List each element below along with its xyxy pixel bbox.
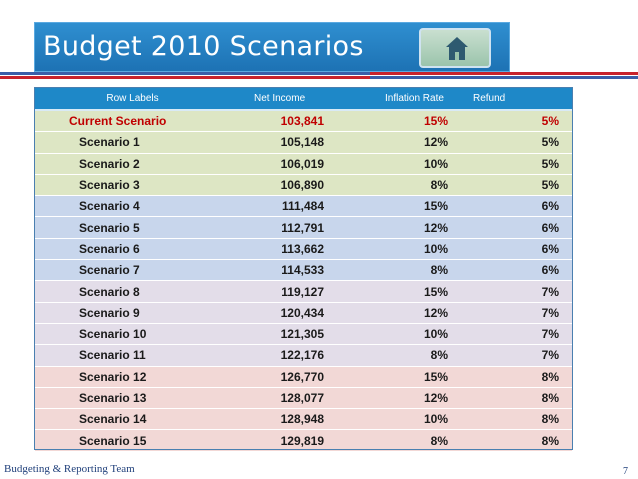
refund-cell: 5% (463, 110, 572, 133)
table-row: Scenario 10 121,305 10% 7% (35, 323, 572, 346)
refund-cell: 6% (463, 216, 572, 239)
row-label: Scenario 6 (35, 238, 230, 261)
refund-cell: 8% (463, 387, 572, 410)
net-income-cell: 114,533 (230, 259, 340, 282)
table-row: Scenario 11 122,176 8% 7% (35, 344, 572, 367)
inflation-rate-cell: 8% (340, 429, 463, 452)
refund-cell: 7% (463, 323, 572, 346)
net-income-cell: 106,019 (230, 153, 340, 175)
net-income-cell: 113,662 (230, 238, 340, 261)
inflation-rate-cell: 12% (340, 216, 463, 239)
row-label: Current Scenario (35, 110, 230, 133)
table-row: Scenario 4 111,484 15% 6% (35, 195, 572, 218)
header-row-labels: Row Labels (35, 88, 230, 111)
refund-cell: 7% (463, 302, 572, 324)
page-number: 7 (623, 466, 628, 477)
table-row: Scenario 14 128,948 10% 8% (35, 408, 572, 431)
inflation-rate-cell: 10% (340, 408, 463, 431)
row-label: Scenario 12 (35, 366, 230, 388)
refund-cell: 5% (463, 131, 572, 154)
footer-team: Budgeting & Reporting Team (4, 463, 135, 475)
row-label: Scenario 2 (35, 153, 230, 175)
row-label: Scenario 14 (35, 408, 230, 431)
title-bar: Budget 2010 Scenarios (34, 22, 510, 72)
table-header-row: Row Labels Net Income Inflation Rate Ref… (35, 88, 572, 111)
row-label: Scenario 4 (35, 195, 230, 218)
net-income-cell: 111,484 (230, 195, 340, 218)
row-label: Scenario 13 (35, 387, 230, 410)
table-row: Scenario 15 129,819 8% 8% (35, 429, 572, 452)
row-label: Scenario 5 (35, 216, 230, 239)
home-icon (446, 37, 468, 60)
row-label: Scenario 8 (35, 280, 230, 303)
refund-cell: 6% (463, 238, 572, 261)
inflation-rate-cell: 10% (340, 323, 463, 346)
table-row: Scenario 5 112,791 12% 6% (35, 216, 572, 239)
net-income-cell: 126,770 (230, 366, 340, 388)
net-income-cell: 105,148 (230, 131, 340, 154)
inflation-rate-cell: 10% (340, 153, 463, 175)
table-row: Scenario 9 120,434 12% 7% (35, 302, 572, 324)
home-button[interactable] (419, 28, 491, 68)
header-stripes (0, 72, 638, 80)
table-row: Scenario 2 106,019 10% 5% (35, 153, 572, 175)
net-income-cell: 103,841 (230, 110, 340, 133)
table-row: Scenario 8 119,127 15% 7% (35, 280, 572, 303)
scenario-table: Row Labels Net Income Inflation Rate Ref… (35, 88, 572, 452)
refund-cell: 6% (463, 259, 572, 282)
row-label: Scenario 10 (35, 323, 230, 346)
table-row: Scenario 1 105,148 12% 5% (35, 131, 572, 154)
refund-cell: 8% (463, 429, 572, 452)
inflation-rate-cell: 15% (340, 110, 463, 133)
refund-cell: 5% (463, 153, 572, 175)
table-row: Scenario 3 106,890 8% 5% (35, 174, 572, 197)
inflation-rate-cell: 8% (340, 259, 463, 282)
header-refund: Refund (463, 88, 572, 111)
net-income-cell: 122,176 (230, 344, 340, 367)
row-label: Scenario 9 (35, 302, 230, 324)
refund-cell: 7% (463, 280, 572, 303)
table-body: Current Scenario 103,841 15% 5% Scenario 1 10… (35, 110, 572, 452)
net-income-cell: 112,791 (230, 216, 340, 239)
net-income-cell: 119,127 (230, 280, 340, 303)
net-income-cell: 129,819 (230, 429, 340, 452)
row-label: Scenario 3 (35, 174, 230, 197)
net-income-cell: 121,305 (230, 323, 340, 346)
table-row: Scenario 7 114,533 8% 6% (35, 259, 572, 282)
table-row-current: Current Scenario 103,841 15% 5% (35, 110, 572, 133)
net-income-cell: 128,948 (230, 408, 340, 431)
slide-title: Budget 2010 Scenarios (43, 31, 364, 62)
inflation-rate-cell: 12% (340, 131, 463, 154)
table-row: Scenario 12 126,770 15% 8% (35, 366, 572, 388)
inflation-rate-cell: 15% (340, 366, 463, 388)
refund-cell: 5% (463, 174, 572, 197)
row-label: Scenario 15 (35, 429, 230, 452)
inflation-rate-cell: 12% (340, 387, 463, 410)
refund-cell: 8% (463, 366, 572, 388)
header-inflation-rate: Inflation Rate (340, 88, 463, 111)
refund-cell: 6% (463, 195, 572, 218)
table-row: Scenario 6 113,662 10% 6% (35, 238, 572, 261)
header-net-income: Net Income (230, 88, 340, 111)
inflation-rate-cell: 15% (340, 280, 463, 303)
net-income-cell: 120,434 (230, 302, 340, 324)
inflation-rate-cell: 15% (340, 195, 463, 218)
inflation-rate-cell: 12% (340, 302, 463, 324)
inflation-rate-cell: 10% (340, 238, 463, 261)
net-income-cell: 128,077 (230, 387, 340, 410)
refund-cell: 8% (463, 408, 572, 431)
row-label: Scenario 7 (35, 259, 230, 282)
net-income-cell: 106,890 (230, 174, 340, 197)
inflation-rate-cell: 8% (340, 344, 463, 367)
refund-cell: 7% (463, 344, 572, 367)
inflation-rate-cell: 8% (340, 174, 463, 197)
table-row: Scenario 13 128,077 12% 8% (35, 387, 572, 410)
row-label: Scenario 11 (35, 344, 230, 367)
row-label: Scenario 1 (35, 131, 230, 154)
